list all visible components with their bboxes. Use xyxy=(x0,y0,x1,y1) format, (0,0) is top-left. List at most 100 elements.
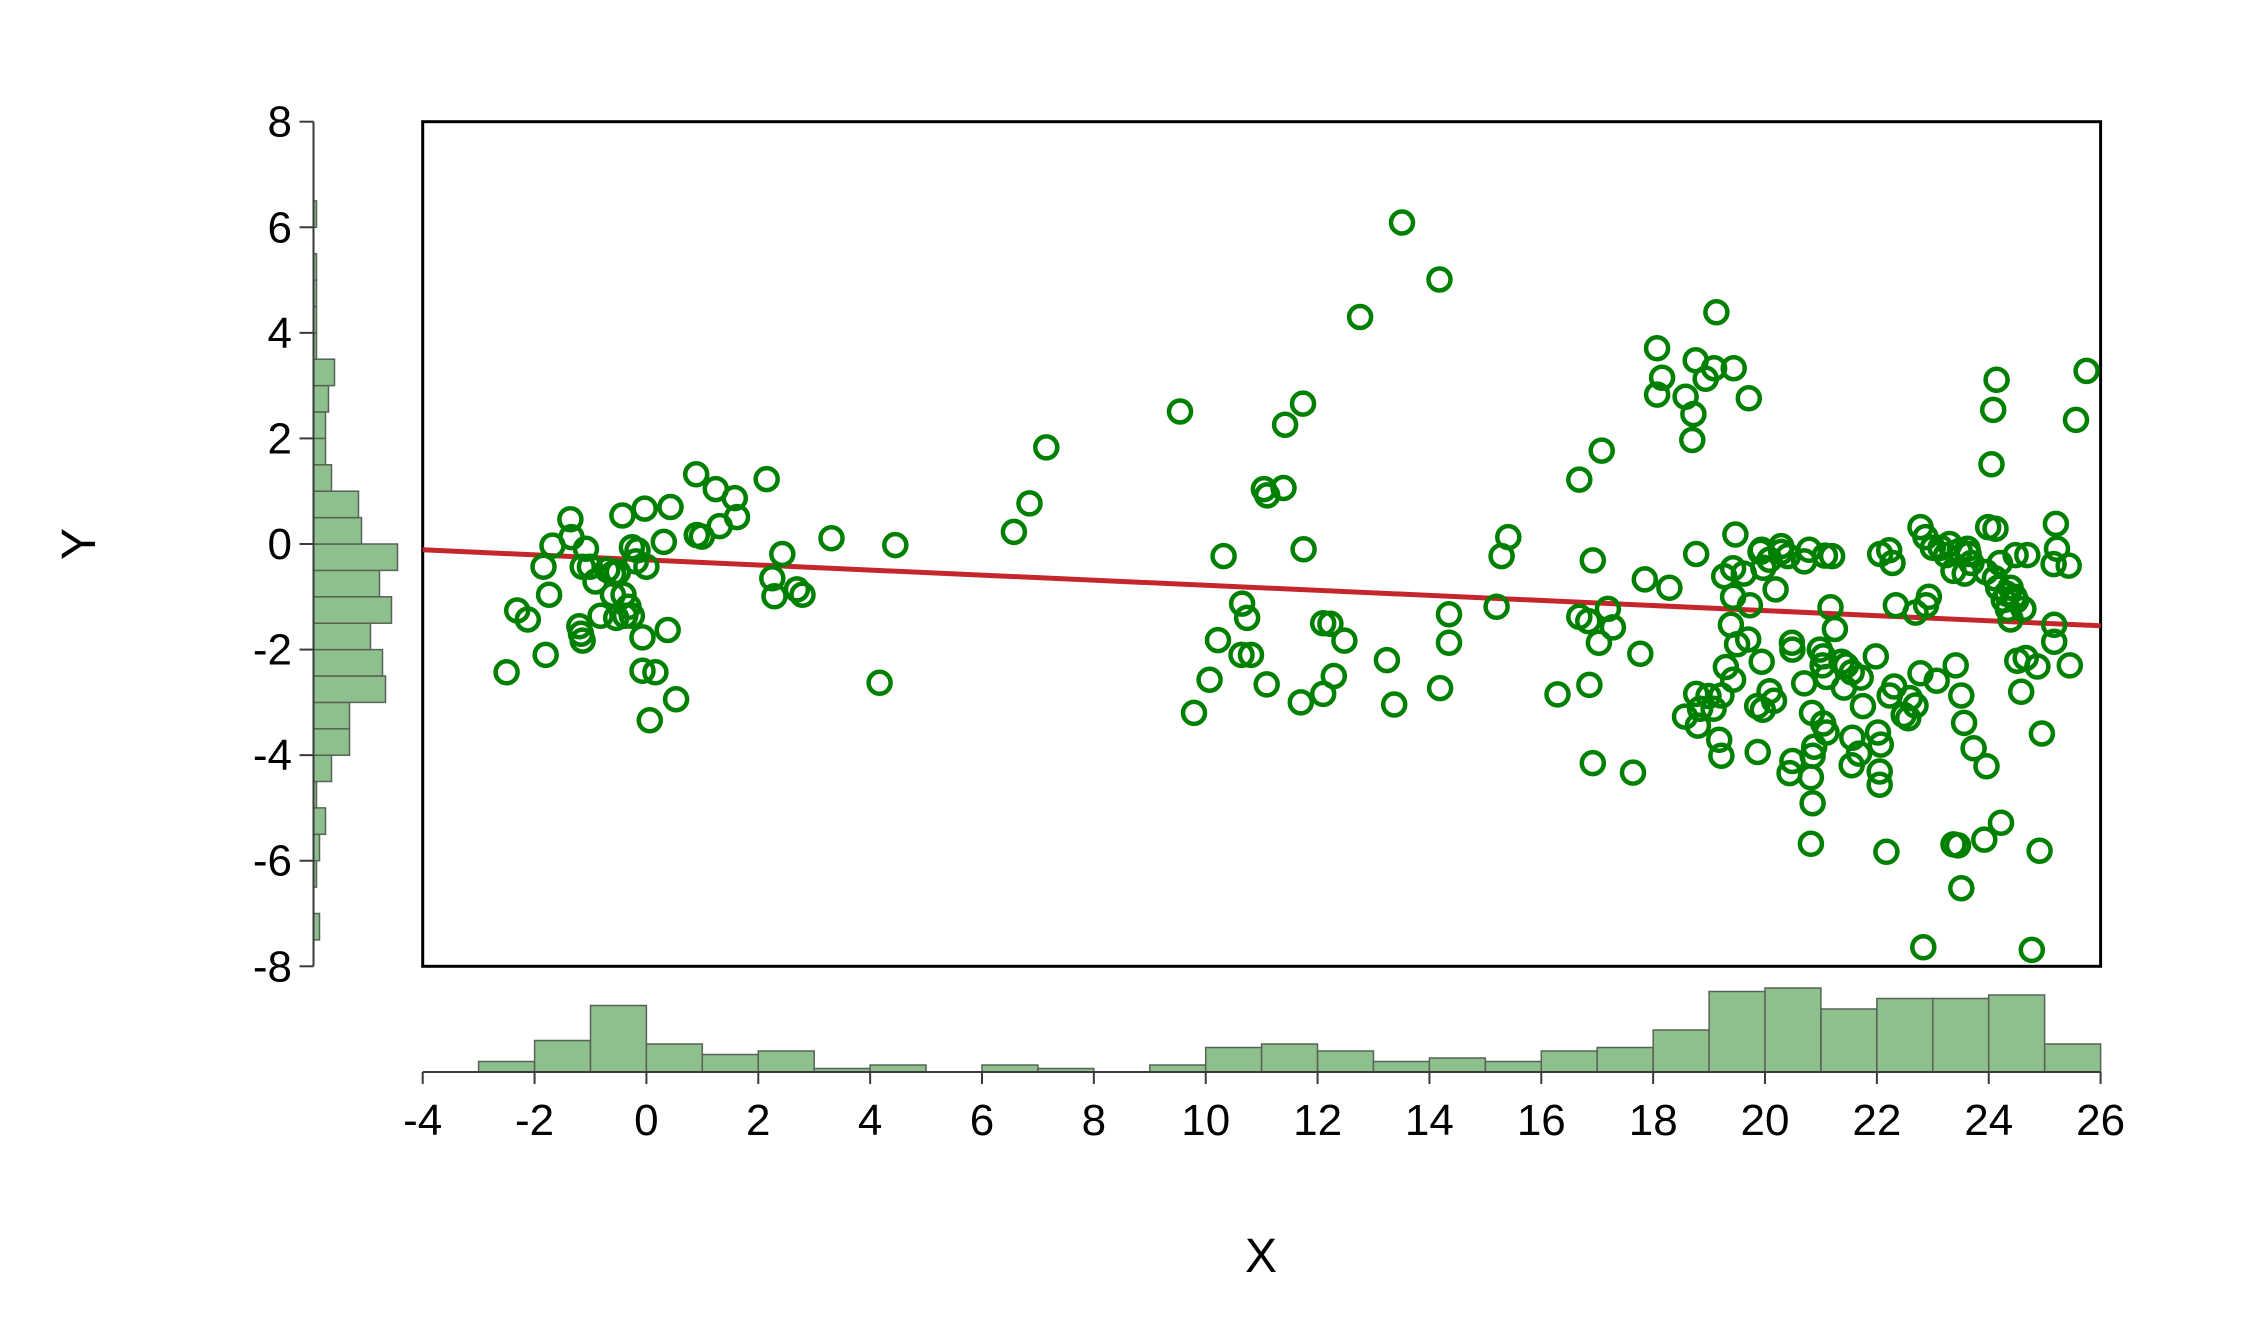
data-point xyxy=(1712,653,1740,681)
data-point xyxy=(569,627,596,654)
data-point xyxy=(1643,334,1671,362)
data-point xyxy=(1682,680,1710,708)
data-point xyxy=(1994,595,2022,623)
data-point xyxy=(493,659,520,686)
x-histogram-bar xyxy=(1484,1060,1543,1073)
data-point xyxy=(1948,682,1975,709)
data-point xyxy=(1779,747,1806,775)
data-point xyxy=(1426,674,1454,702)
x-tick-label: -2 xyxy=(515,1096,554,1145)
data-point xyxy=(2040,550,2067,578)
data-point xyxy=(1016,490,1043,517)
data-point xyxy=(1331,627,1358,654)
data-point xyxy=(1839,724,1866,751)
data-point xyxy=(1795,536,1823,564)
x-tick-label: 2 xyxy=(746,1096,770,1145)
x-tick-label: 14 xyxy=(1405,1096,1454,1145)
data-point xyxy=(530,553,557,580)
y-histogram-bar xyxy=(312,622,372,651)
data-point xyxy=(1309,680,1337,708)
data-point xyxy=(1950,709,1978,737)
data-point xyxy=(2040,628,2068,655)
y-histogram-bar xyxy=(312,437,327,466)
data-point xyxy=(587,602,614,630)
data-point xyxy=(1271,411,1299,438)
y-histogram-bar xyxy=(312,490,360,519)
data-point xyxy=(1982,515,2009,542)
x-tick-label: 4 xyxy=(858,1096,882,1145)
data-point xyxy=(514,606,542,633)
data-point xyxy=(1873,838,1900,866)
data-point xyxy=(535,581,563,608)
x-tick-label: 8 xyxy=(1082,1096,1106,1145)
y-histogram-bar xyxy=(312,596,393,624)
data-point xyxy=(866,669,893,697)
x-histogram-bar xyxy=(1372,1060,1431,1073)
data-point xyxy=(1196,666,1223,693)
data-point xyxy=(2026,837,2053,864)
data-point xyxy=(753,465,780,493)
data-point xyxy=(1838,751,1865,779)
data-point xyxy=(1864,719,1892,746)
data-point xyxy=(2018,936,2046,964)
data-point xyxy=(1983,366,2010,394)
data-point xyxy=(2062,406,2090,434)
y-tick-label: -8 xyxy=(253,942,292,991)
data-point xyxy=(1435,600,1463,628)
y-histogram-bar xyxy=(312,358,336,387)
x-histogram-bar xyxy=(1596,1046,1654,1073)
x-tick-label: 6 xyxy=(970,1096,994,1145)
data-point xyxy=(1821,615,1849,643)
data-point xyxy=(1585,629,1613,656)
y-histogram-bar xyxy=(312,754,333,783)
data-point xyxy=(569,553,596,580)
data-point xyxy=(1948,874,1975,902)
data-point xyxy=(1734,626,1762,653)
x-histogram-bar xyxy=(1820,1008,1878,1073)
y-histogram-bar xyxy=(312,675,387,704)
x-histogram-bar xyxy=(589,1004,648,1073)
y-tick-label: -6 xyxy=(253,837,292,886)
data-point xyxy=(1682,540,1710,568)
x-histogram-bar xyxy=(1540,1050,1598,1073)
y-tick-label: -2 xyxy=(253,626,292,675)
data-point xyxy=(662,685,690,713)
data-point xyxy=(1380,691,1408,718)
data-point xyxy=(2073,357,2100,385)
data-point xyxy=(1799,789,1826,817)
data-point xyxy=(557,505,584,533)
data-point xyxy=(1373,646,1401,674)
x-histogram-bar xyxy=(1876,997,1934,1073)
data-point xyxy=(1426,266,1453,293)
x-tick-label: 0 xyxy=(634,1096,658,1145)
data-point xyxy=(1979,396,2007,424)
data-point xyxy=(1680,400,1707,428)
data-point xyxy=(1944,832,1972,859)
data-point xyxy=(532,641,559,669)
x-histogram-bar xyxy=(1987,994,2046,1073)
x-histogram-bar xyxy=(1149,1064,1207,1073)
y-histogram-bar xyxy=(312,411,327,440)
data-point xyxy=(2040,611,2068,639)
data-point xyxy=(682,461,710,488)
data-point xyxy=(1575,607,1602,635)
x-tick-label: 24 xyxy=(1964,1096,2013,1145)
data-point xyxy=(1566,466,1593,493)
data-point xyxy=(1679,426,1706,454)
data-point xyxy=(1960,735,1987,762)
data-point xyxy=(1862,643,1890,670)
data-point xyxy=(1000,518,1028,546)
data-point xyxy=(642,659,669,686)
data-point xyxy=(1987,809,2015,836)
data-point xyxy=(1627,640,1654,668)
data-point xyxy=(629,657,656,684)
x-histogram-bar xyxy=(1316,1050,1375,1073)
x-tick-label: -4 xyxy=(403,1096,442,1145)
data-point xyxy=(633,553,660,580)
data-point xyxy=(1736,591,1764,619)
x-histogram-bar xyxy=(645,1043,704,1073)
data-point xyxy=(1708,682,1735,709)
data-point xyxy=(1894,704,1922,732)
x-histogram-bar xyxy=(869,1064,927,1073)
